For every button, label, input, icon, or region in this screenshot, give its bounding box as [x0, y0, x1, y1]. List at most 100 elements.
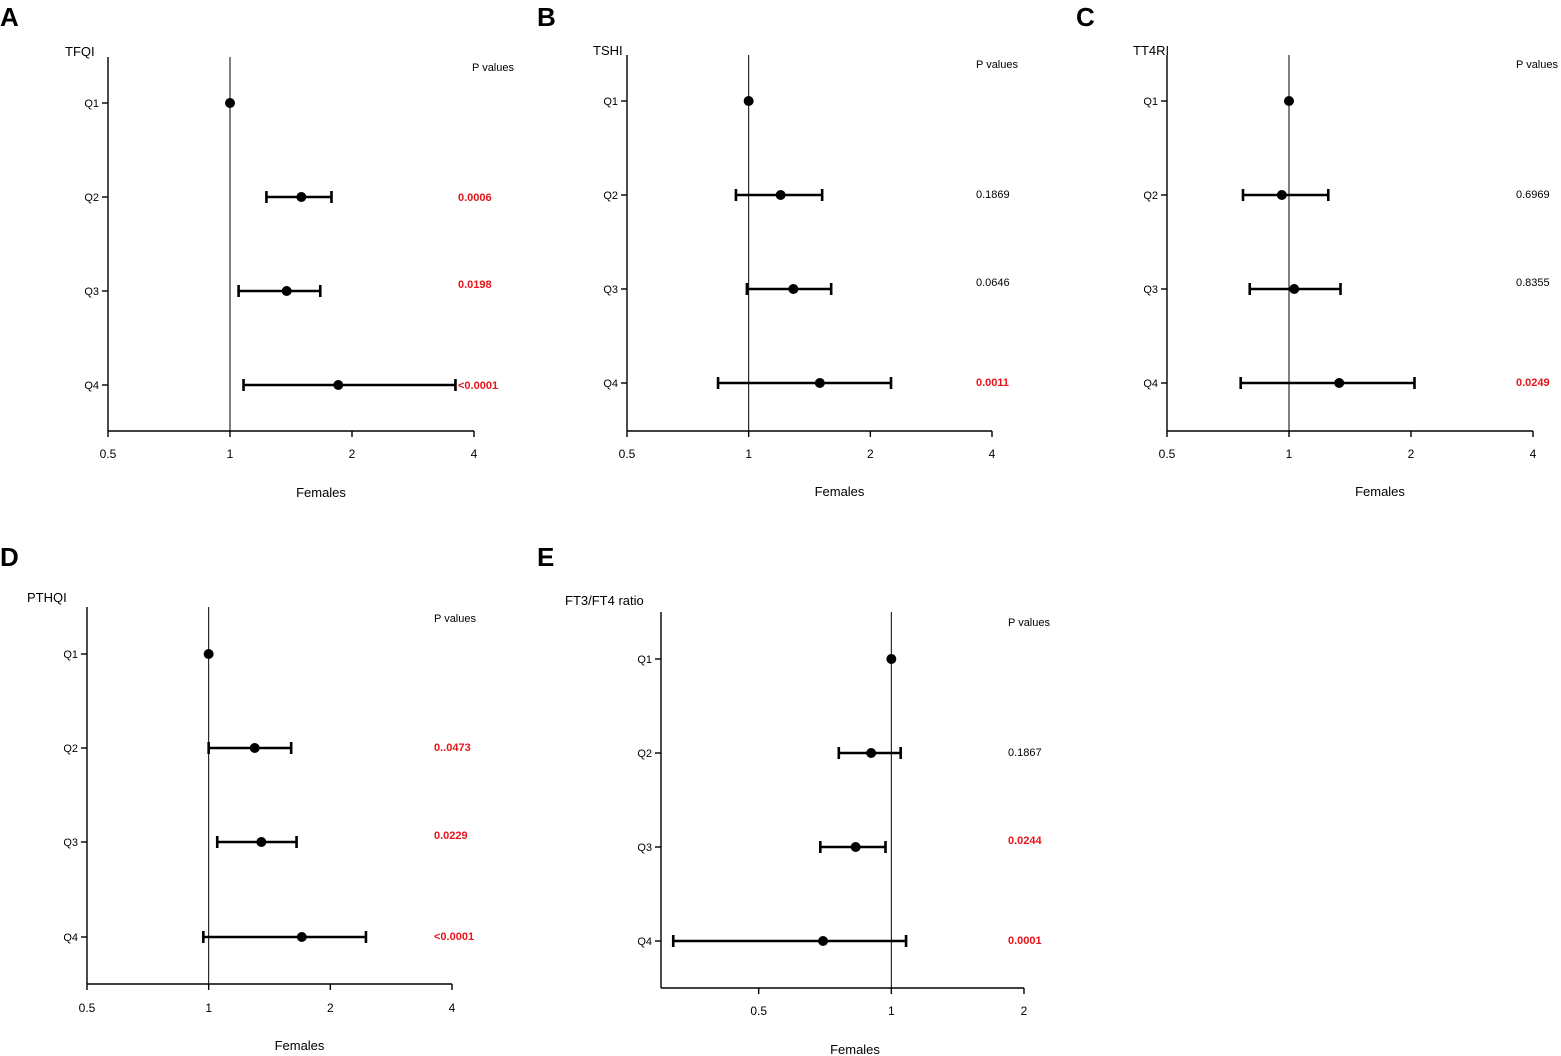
x-tick-label: 0.5 — [1159, 447, 1176, 461]
estimate-point — [886, 654, 897, 664]
x-tick-label: 2 — [1021, 1004, 1028, 1018]
x-tick-label: 2 — [867, 447, 874, 461]
panel-letter: E — [537, 542, 554, 572]
x-tick-label: 1 — [745, 447, 752, 461]
p-values-header: P values — [1008, 617, 1050, 629]
plot-title: FT3/FT4 ratio — [565, 593, 644, 608]
category-label: Q4 — [63, 932, 78, 944]
category-label: Q3 — [63, 837, 78, 849]
x-tick-label: 4 — [1530, 447, 1537, 461]
estimate-point — [296, 932, 307, 942]
plot-title: TSHI — [593, 43, 623, 58]
category-label: Q2 — [637, 748, 652, 760]
p-value: 0.0244 — [1008, 835, 1043, 847]
category-label: Q3 — [1143, 284, 1158, 296]
x-axis-label: Females — [275, 1038, 325, 1053]
estimate-point — [788, 284, 799, 294]
estimate-point — [1284, 96, 1294, 106]
plot-title: PTHQI — [27, 590, 67, 605]
p-value: 0.0198 — [458, 279, 492, 291]
p-value: 0.1867 — [1008, 747, 1042, 759]
panel-c: C TT4RI 0.5 1 2 4 Females P values Q1 Q2 0.6969 Q3 0… — [1076, 2, 1558, 499]
panel-b: B TSHI 0.5 1 2 4 Females P values Q1 Q2 0.1869 Q3 0.… — [537, 2, 1018, 499]
estimate-point — [866, 748, 877, 758]
category-label: Q3 — [603, 284, 618, 296]
x-axis-label: Females — [296, 485, 346, 500]
x-tick-label: 4 — [989, 447, 996, 461]
category-label: Q2 — [63, 743, 78, 755]
category-label: Q4 — [84, 380, 99, 392]
estimate-point — [1334, 378, 1345, 388]
p-value: 0.0646 — [976, 277, 1010, 289]
x-tick-label: 2 — [1408, 447, 1415, 461]
p-values-header: P values — [1516, 59, 1558, 71]
plot-title: TFQI — [65, 44, 95, 59]
panel-letter: D — [0, 542, 19, 572]
p-value: <0.0001 — [458, 380, 498, 392]
estimate-point — [333, 380, 344, 390]
estimate-point — [225, 98, 235, 108]
x-tick-label: 1 — [205, 1001, 212, 1015]
x-tick-label: 1 — [227, 447, 234, 461]
x-axis-label: Females — [1355, 484, 1405, 499]
x-axis-label: Females — [830, 1042, 880, 1056]
p-value: 0.8355 — [1516, 277, 1550, 289]
category-label: Q4 — [637, 936, 652, 948]
p-value: 0.6969 — [1516, 189, 1550, 201]
category-label: Q2 — [1143, 190, 1158, 202]
category-label: Q1 — [1143, 96, 1158, 108]
category-label: Q3 — [84, 286, 99, 298]
estimate-point — [1276, 190, 1287, 200]
p-values-header: P values — [976, 59, 1018, 71]
category-label: Q1 — [63, 649, 78, 661]
panel-letter: A — [0, 2, 19, 32]
p-value: 0.0006 — [458, 192, 492, 204]
x-tick-label: 2 — [327, 1001, 334, 1015]
estimate-point — [281, 286, 292, 296]
estimate-point — [775, 190, 786, 200]
category-label: Q2 — [84, 192, 99, 204]
estimate-point — [256, 837, 267, 847]
x-tick-label: 2 — [349, 447, 356, 461]
category-label: Q1 — [603, 96, 618, 108]
category-label: Q4 — [603, 378, 618, 390]
category-label: Q1 — [84, 98, 99, 110]
x-tick-label: 0.5 — [750, 1004, 767, 1018]
x-tick-label: 4 — [449, 1001, 456, 1015]
x-tick-label: 1 — [1286, 447, 1293, 461]
category-label: Q3 — [637, 842, 652, 854]
x-tick-label: 0.5 — [619, 447, 636, 461]
estimate-point — [814, 378, 825, 388]
category-label: Q4 — [1143, 378, 1158, 390]
panel-d: D PTHQI 0.5 1 2 4 Females P values Q1 Q2 0..0473 Q3… — [0, 542, 476, 1053]
x-tick-label: 1 — [888, 1004, 895, 1018]
p-value: 0.0001 — [1008, 935, 1042, 947]
plot-title: TT4RI — [1133, 43, 1169, 58]
panel-e: E FT3/FT4 ratio 0.5 1 2 Females P values Q1 Q2 0.… — [537, 542, 1050, 1056]
panel-letter: B — [537, 2, 556, 32]
p-value: 0.0249 — [1516, 377, 1550, 389]
p-value: 0.1869 — [976, 189, 1010, 201]
p-value: <0.0001 — [434, 931, 474, 943]
estimate-point — [249, 743, 260, 753]
estimate-point — [296, 192, 307, 202]
estimate-point — [1289, 284, 1300, 294]
panel-letter: C — [1076, 2, 1095, 32]
p-values-header: P values — [434, 613, 476, 625]
estimate-point — [743, 96, 754, 106]
x-tick-label: 0.5 — [100, 447, 117, 461]
category-label: Q2 — [603, 190, 618, 202]
x-axis-label: Females — [815, 484, 865, 499]
p-values-header: P values — [472, 62, 514, 74]
p-value: 0.0011 — [976, 377, 1009, 389]
estimate-point — [203, 649, 214, 659]
category-label: Q1 — [637, 654, 652, 666]
panel-a: A TFQI 0.5 1 2 4 Females P values Q1 Q2 0.0006 Q3 0.… — [0, 2, 514, 500]
x-tick-label: 0.5 — [79, 1001, 96, 1015]
x-tick-label: 4 — [471, 447, 478, 461]
estimate-point — [850, 842, 861, 852]
p-value: 0..0473 — [434, 742, 471, 754]
estimate-point — [818, 936, 829, 946]
p-value: 0.0229 — [434, 830, 468, 842]
